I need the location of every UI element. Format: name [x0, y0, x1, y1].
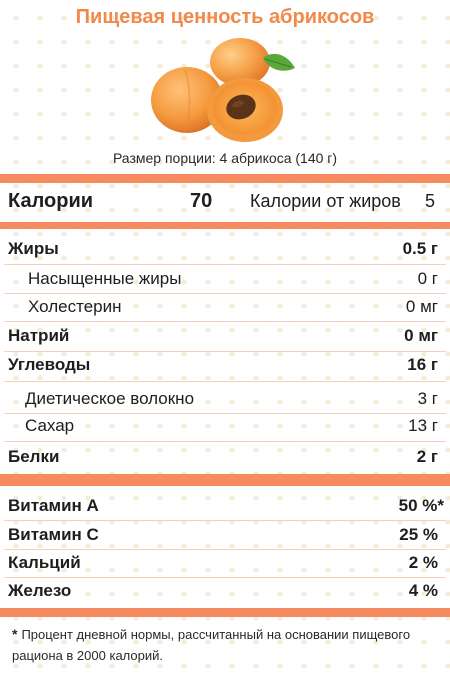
- vitamin-name: Железо: [8, 581, 72, 600]
- calories-row: Калории 70 Калории от жиров 5: [0, 186, 450, 216]
- footnote-text: Процент дневной нормы, рассчитанный на о…: [12, 627, 411, 663]
- vitamins-divider-bar: [0, 474, 450, 486]
- nutrient-name: Насыщенные жиры: [28, 269, 182, 288]
- footnote: * Процент дневной нормы, рассчитанный на …: [12, 624, 442, 666]
- nutrient-value: 0 г: [417, 269, 438, 288]
- vitamin-name: Кальций: [8, 553, 81, 572]
- vitamin-row-a: Витамин А 50 %*: [0, 492, 450, 520]
- apricots-image: [151, 38, 295, 142]
- nutrient-value: 0 мг: [405, 297, 438, 316]
- nutrient-name: Сахар: [25, 416, 75, 435]
- nutrient-name: Диетическое волокно: [25, 389, 195, 408]
- row-divider: [4, 549, 446, 550]
- nutrient-row-sugar: Сахар 13 г: [0, 412, 450, 440]
- row-divider: [4, 264, 446, 265]
- nutrient-row-cholesterol: Холестерин 0 мг: [0, 293, 450, 321]
- row-divider: [4, 321, 446, 322]
- vitamin-row-c: Витамин С 25 %: [0, 521, 450, 549]
- top-divider-bar: [0, 174, 450, 183]
- nutrient-name: Углеводы: [8, 355, 91, 374]
- nutrient-row-fat: Жиры 0.5 г: [0, 235, 450, 263]
- nutrient-row-fiber: Диетическое волокно 3 г: [0, 385, 450, 413]
- row-divider: [4, 577, 446, 578]
- vitamin-name: Витамин С: [8, 525, 99, 544]
- nutrient-value: 0.5 г: [402, 239, 438, 258]
- calories-divider-bar: [0, 222, 450, 229]
- row-divider: [4, 381, 446, 382]
- nutrient-row-saturated-fat: Насыщенные жиры 0 г: [0, 265, 450, 293]
- bottom-divider-bar: [0, 608, 450, 617]
- nutrient-value: 13 г: [408, 416, 438, 435]
- nutrient-value: 3 г: [417, 389, 438, 408]
- vitamin-value: 4 %: [408, 581, 438, 600]
- vitamin-name: Витамин А: [8, 496, 99, 515]
- nutrient-row-sodium: Натрий 0 мг: [0, 322, 450, 350]
- nutrient-name: Натрий: [8, 326, 70, 345]
- nutrient-value: 0 мг: [404, 326, 438, 345]
- serving-size: Размер порции: 4 абрикоса (140 г): [112, 150, 338, 166]
- nutrient-value: 16 г: [407, 355, 438, 374]
- nutrient-row-protein: Белки 2 г: [0, 443, 450, 471]
- page-title: Пищевая ценность абрикосов: [75, 6, 375, 28]
- calories-from-fat-label: Калории от жиров: [250, 191, 401, 211]
- vitamin-row-iron: Железо 4 %: [0, 577, 450, 605]
- footnote-star: *: [12, 626, 18, 642]
- calories-value: 70: [190, 190, 213, 212]
- nutrient-row-carbohydrates: Углеводы 16 г: [0, 351, 450, 379]
- row-divider: [4, 520, 446, 521]
- nutrient-value: 2 г: [416, 447, 438, 466]
- vitamin-value: 50 %*: [398, 496, 444, 515]
- row-divider: [4, 413, 446, 414]
- row-divider: [4, 293, 446, 294]
- nutrient-name: Холестерин: [28, 297, 122, 316]
- calories-from-fat-value: 5: [425, 191, 436, 211]
- nutrient-name: Белки: [8, 447, 60, 466]
- vitamin-value: 25 %: [399, 525, 438, 544]
- row-divider: [4, 351, 446, 352]
- calories-label: Калории: [8, 190, 94, 212]
- nutrient-name: Жиры: [8, 239, 59, 258]
- vitamin-value: 2 %: [408, 553, 438, 572]
- row-divider: [4, 441, 446, 442]
- vitamin-row-calcium: Кальций 2 %: [0, 549, 450, 577]
